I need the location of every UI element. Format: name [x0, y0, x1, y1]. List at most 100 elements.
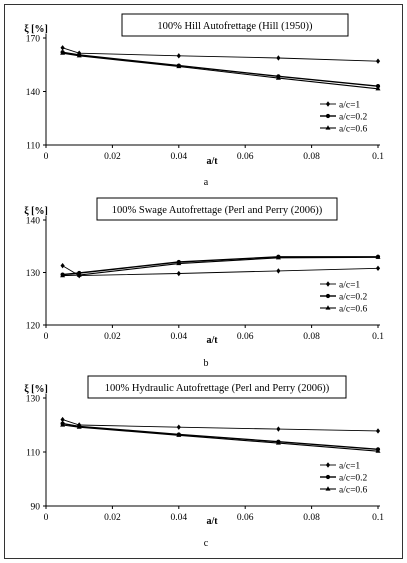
- legend-label: a/c=1: [339, 281, 360, 291]
- x-tick-label: 0.1: [372, 332, 384, 342]
- series-a-c-0-6: [60, 422, 381, 453]
- y-axis-label: ξ [%]: [24, 384, 48, 395]
- y-tick-label: 110: [26, 142, 40, 152]
- data-point: [275, 75, 281, 80]
- legend-marker: [325, 281, 331, 287]
- data-point: [275, 440, 281, 445]
- series-a-c-1: [60, 262, 381, 279]
- legend-marker: [325, 462, 331, 468]
- x-tick-label: 0.02: [104, 152, 121, 162]
- chart-panel-2: 120 130 140 0 0.02 0.04 0.06 0.08 0.1 ξ [%] a/t 100…: [24, 197, 384, 369]
- x-axis-label: a/t: [206, 516, 218, 527]
- chart-title: 100% Hill Autofrettage (Hill (1950)): [157, 21, 313, 32]
- legend-entry: a/c=0.6: [320, 486, 368, 496]
- data-point: [276, 426, 281, 432]
- legend-entry: a/c=0.6: [320, 125, 368, 135]
- data-point: [176, 424, 181, 430]
- y-axis-label: ξ [%]: [24, 206, 48, 217]
- chart-title-box: [87, 375, 347, 399]
- y-tick-label: 90: [31, 503, 41, 513]
- y-tick-label: 130: [26, 395, 41, 405]
- legend-entry: a/c=1: [320, 281, 360, 291]
- data-point: [176, 63, 182, 69]
- x-axis-label: a/t: [206, 156, 218, 167]
- data-point: [176, 432, 182, 437]
- data-point: [60, 50, 66, 55]
- data-point: [60, 262, 65, 269]
- figure-border: [4, 4, 403, 559]
- legend-label: a/c=0.6: [339, 125, 368, 135]
- data-point: [60, 422, 66, 427]
- data-point: [275, 255, 281, 260]
- data-point: [76, 272, 82, 277]
- legend-marker: [325, 305, 331, 310]
- data-point: [375, 265, 381, 271]
- data-point: [375, 254, 381, 259]
- legend-label: a/c=0.2: [339, 113, 368, 123]
- legend-entry: a/c=0.2: [320, 113, 368, 123]
- data-point: [375, 428, 381, 434]
- x-tick-label: 0.04: [170, 332, 187, 342]
- data-point: [76, 53, 82, 58]
- legend-label: a/c=0.6: [339, 305, 368, 315]
- data-point: [276, 268, 281, 274]
- legend-label: a/c=1: [339, 101, 360, 111]
- legend-entry: a/c=1: [320, 462, 360, 472]
- x-tick-label: 0.08: [303, 513, 320, 523]
- y-tick-label: 170: [26, 35, 41, 45]
- x-tick-label: 0.02: [104, 332, 121, 342]
- y-tick-label: 110: [26, 449, 40, 459]
- chart-title-box: [96, 197, 338, 221]
- data-point: [176, 260, 182, 266]
- x-tick-label: 0.1: [372, 152, 384, 162]
- x-tick-label: 0.08: [303, 152, 320, 162]
- chart-title: 100% Swage Autofrettage (Perl and Perry …: [112, 205, 323, 216]
- x-axis-label: a/t: [206, 335, 218, 346]
- x-tick-label: 0.04: [170, 513, 187, 523]
- x-tick-label: 0.06: [237, 332, 254, 342]
- legend-label: a/c=0.2: [339, 293, 368, 303]
- legend-entry: a/c=0.2: [320, 293, 368, 303]
- x-tick-label: 0: [44, 332, 49, 342]
- chart-title-box: [121, 13, 349, 37]
- legend-label: a/c=0.6: [339, 486, 368, 496]
- y-tick-label: 140: [26, 88, 41, 98]
- y-tick-label: 140: [26, 217, 41, 227]
- panel-caption: b: [204, 358, 209, 369]
- x-tick-label: 0.1: [372, 513, 384, 523]
- legend-marker: [325, 125, 331, 130]
- series-a-c-0-6: [60, 254, 381, 278]
- panel-caption: c: [204, 538, 209, 549]
- legend-marker: [325, 101, 331, 107]
- x-tick-label: 0: [44, 513, 49, 523]
- legend-label: a/c=1: [339, 462, 360, 472]
- legend-marker: [325, 293, 331, 299]
- legend-entry: a/c=1: [320, 101, 360, 111]
- chart-panel-1: 110 140 170 0 0.02 0.04 0.06 0.08 0.1 ξ [%] a/t 100…: [24, 13, 384, 188]
- data-point: [60, 416, 65, 423]
- x-tick-label: 0: [44, 152, 49, 162]
- series-a-c-1: [60, 416, 381, 434]
- data-point: [176, 270, 181, 277]
- data-point: [375, 448, 381, 453]
- legend-label: a/c=0.2: [339, 474, 368, 484]
- legend-entry: a/c=0.6: [320, 305, 368, 315]
- chart-title: 100% Hydraulic Autofrettage (Perl and Pe…: [105, 383, 330, 394]
- data-point: [176, 53, 181, 59]
- x-tick-label: 0.06: [237, 152, 254, 162]
- y-tick-label: 120: [26, 322, 41, 332]
- legend-marker: [325, 474, 331, 480]
- x-tick-label: 0.06: [237, 513, 254, 523]
- x-tick-label: 0.02: [104, 513, 121, 523]
- data-point: [60, 45, 65, 51]
- data-point: [276, 55, 281, 61]
- chart-panel-3: 90 110 130 0 0.02 0.04 0.06 0.08 0.1 ξ [%] a/t 100%…: [24, 375, 384, 549]
- data-point: [375, 58, 381, 64]
- panel-caption: a: [204, 177, 209, 188]
- legend-marker: [325, 113, 331, 119]
- data-point: [76, 424, 82, 429]
- data-point: [375, 86, 381, 91]
- data-point: [60, 272, 66, 278]
- x-tick-label: 0.04: [170, 152, 187, 162]
